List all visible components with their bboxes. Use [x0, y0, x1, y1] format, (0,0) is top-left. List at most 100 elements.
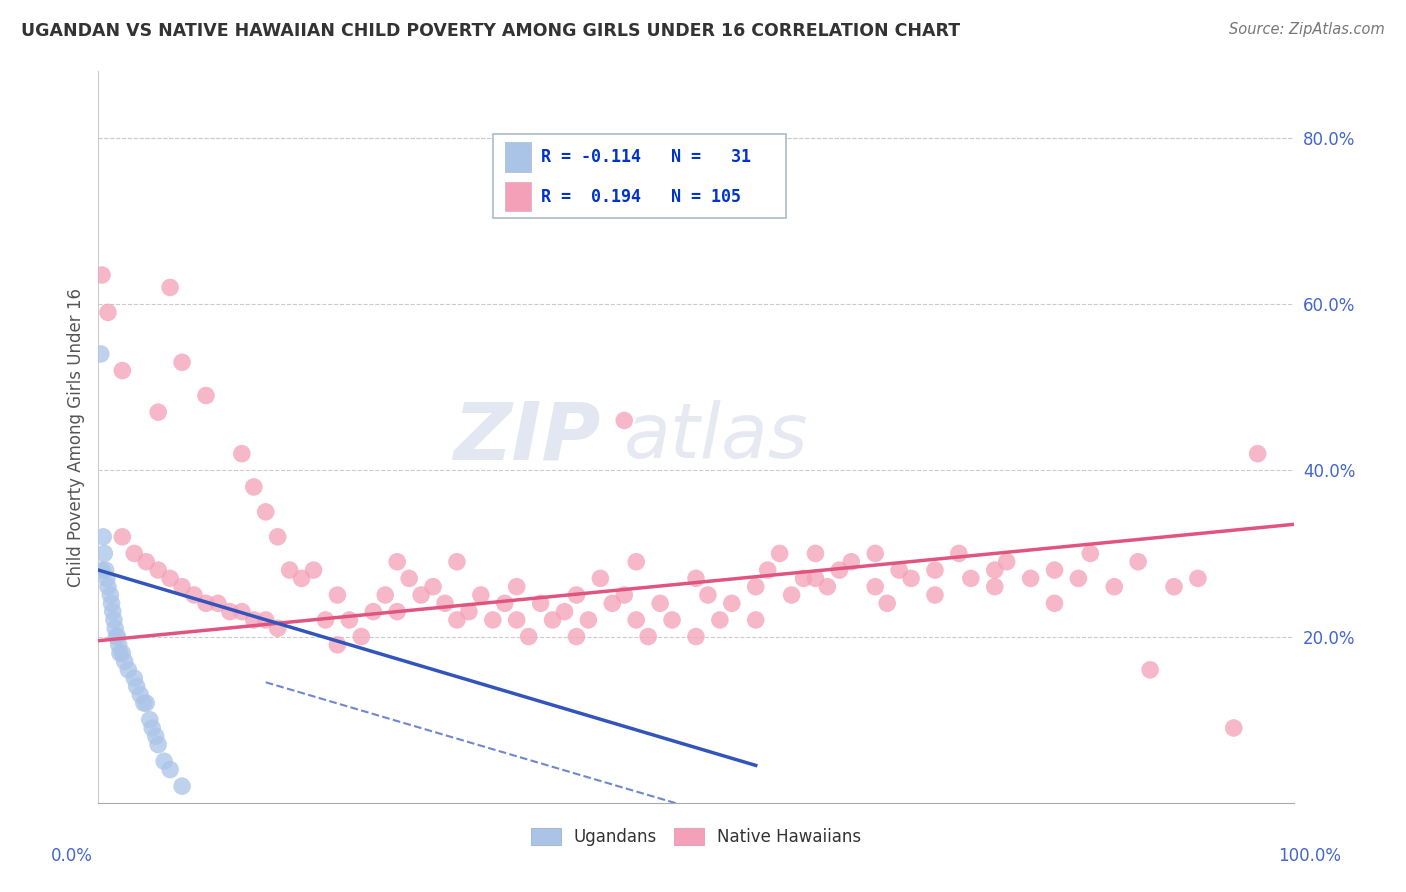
Point — [111, 646, 134, 660]
Point — [470, 588, 492, 602]
FancyBboxPatch shape — [505, 143, 531, 172]
Point — [195, 388, 218, 402]
Point — [804, 546, 827, 560]
Point — [889, 563, 911, 577]
Point — [626, 613, 648, 627]
Point — [104, 621, 127, 635]
Point — [924, 563, 946, 577]
Point — [302, 563, 325, 577]
Point — [685, 630, 707, 644]
Point — [91, 563, 114, 577]
Point — [148, 563, 170, 577]
Point — [865, 546, 887, 560]
Point — [613, 588, 636, 602]
Point — [145, 729, 167, 743]
Point — [219, 605, 242, 619]
Point — [1187, 571, 1209, 585]
Point — [350, 630, 373, 644]
Point — [626, 555, 648, 569]
Point — [135, 696, 157, 710]
Point — [1139, 663, 1161, 677]
FancyBboxPatch shape — [505, 182, 531, 211]
Point — [648, 596, 672, 610]
Text: atlas: atlas — [624, 401, 808, 474]
Point — [91, 268, 114, 282]
Point — [602, 596, 624, 610]
Point — [1043, 563, 1066, 577]
Point — [278, 563, 301, 577]
Point — [995, 555, 1018, 569]
Point — [1080, 546, 1102, 560]
Point — [114, 655, 136, 669]
Point — [105, 630, 128, 644]
Point — [159, 571, 181, 585]
Point — [494, 596, 516, 610]
Point — [697, 588, 720, 602]
Point — [231, 447, 253, 461]
Point — [91, 530, 114, 544]
Point — [1128, 555, 1150, 569]
Point — [804, 571, 827, 585]
Point — [721, 596, 744, 610]
Point — [828, 563, 851, 577]
Point — [135, 555, 157, 569]
Point — [434, 596, 457, 610]
Point — [172, 355, 194, 369]
Point — [107, 638, 129, 652]
Point — [315, 613, 337, 627]
Point — [756, 563, 779, 577]
Text: 100.0%: 100.0% — [1278, 847, 1341, 864]
Point — [745, 580, 768, 594]
Point — [148, 738, 170, 752]
Legend: Ugandans, Native Hawaiians: Ugandans, Native Hawaiians — [524, 822, 868, 853]
Point — [326, 588, 349, 602]
Point — [97, 305, 120, 319]
Point — [96, 571, 118, 585]
Point — [613, 413, 636, 427]
Point — [231, 605, 253, 619]
Point — [517, 630, 540, 644]
Point — [94, 563, 117, 577]
Point — [745, 613, 768, 627]
Point — [637, 630, 659, 644]
Point — [1223, 721, 1246, 735]
Point — [243, 480, 266, 494]
Point — [768, 546, 790, 560]
Point — [103, 613, 125, 627]
Point — [111, 530, 134, 544]
Y-axis label: Child Poverty Among Girls Under 16: Child Poverty Among Girls Under 16 — [66, 287, 84, 587]
Point — [125, 680, 148, 694]
Point — [661, 613, 683, 627]
Point — [254, 613, 277, 627]
Point — [207, 596, 229, 610]
Text: R =  0.194   N = 105: R = 0.194 N = 105 — [541, 187, 741, 206]
Text: ZIP: ZIP — [453, 398, 600, 476]
Point — [339, 613, 361, 627]
Point — [124, 546, 146, 560]
Point — [326, 638, 349, 652]
Point — [385, 555, 409, 569]
Point — [398, 571, 420, 585]
Point — [141, 721, 163, 735]
Point — [254, 505, 277, 519]
Point — [129, 688, 152, 702]
Point — [565, 588, 588, 602]
Point — [411, 588, 433, 602]
Point — [97, 580, 120, 594]
Point — [589, 571, 612, 585]
Point — [1163, 580, 1185, 594]
Point — [101, 605, 124, 619]
Point — [960, 571, 983, 585]
Point — [422, 580, 444, 594]
Point — [900, 571, 922, 585]
Point — [565, 630, 588, 644]
Point — [108, 646, 131, 660]
Point — [111, 363, 134, 377]
Point — [291, 571, 314, 585]
Point — [132, 696, 155, 710]
Point — [685, 571, 707, 585]
Point — [1104, 580, 1126, 594]
Point — [458, 605, 481, 619]
FancyBboxPatch shape — [494, 134, 786, 218]
Point — [481, 613, 505, 627]
